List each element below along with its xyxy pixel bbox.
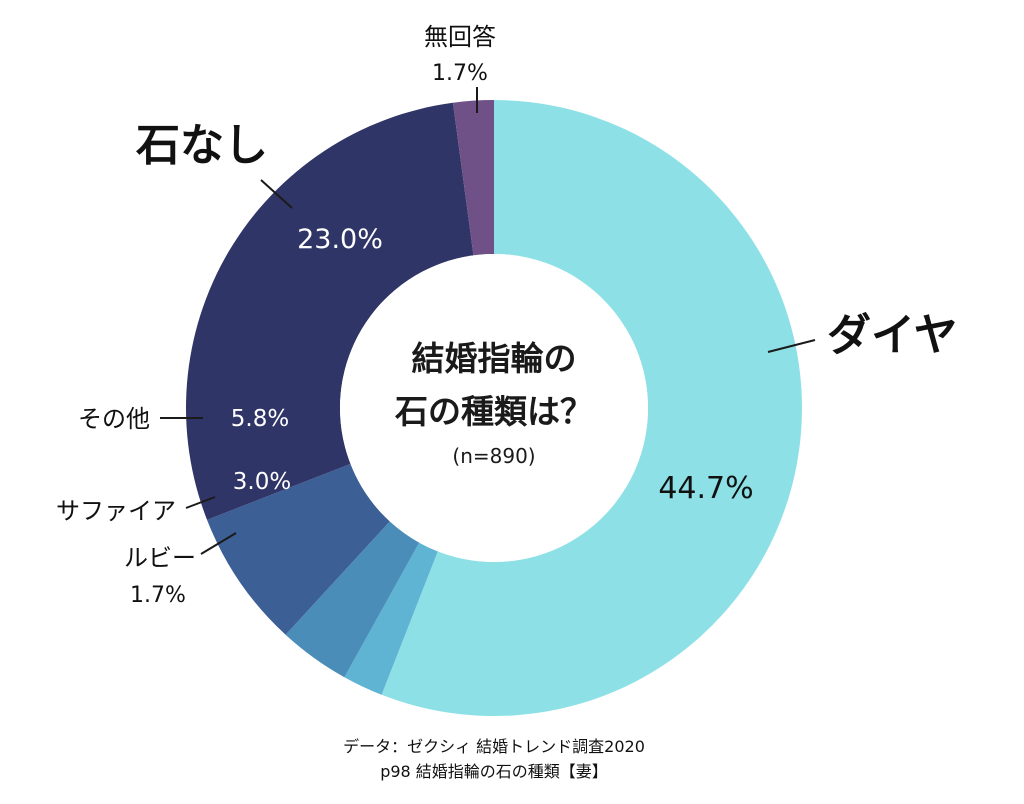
donut-slices [186,100,802,716]
slice-label-no-answer: 無回答 [424,23,496,51]
slice-value-other: 5.8% [231,406,289,432]
source-line-2: p98 結婚指輪の石の種類【妻】 [380,762,608,781]
slice-sapphire [285,521,420,678]
source-line-1: データ：ゼクシィ 結婚トレンド調査2020 [343,737,645,756]
leader-line-ruby [200,532,237,555]
chart-title-line-2: 石の種類は？ [394,392,593,431]
slice-label-no-stone: 石なし [136,120,268,171]
leader-line-diamond [767,339,816,353]
leader-line-no-stone [260,179,293,209]
slice-other [207,463,390,635]
leader-line-sapphire [185,496,216,509]
slice-diamond [381,100,802,716]
slice-value-no-stone: 23.0% [297,224,383,255]
donut-hole [340,254,648,562]
slice-value-ruby: 1.7% [130,583,186,608]
slice-no-answer [452,100,494,256]
slice-value-no-answer: 1.7% [432,61,488,86]
slice-value-diamond: 44.7% [658,471,753,506]
slice-label-diamond: ダイヤ [827,310,958,361]
chart-title-line-1: 結婚指輪の [412,339,577,378]
slice-label-sapphire: サファイア [56,497,176,525]
chart-subtitle: (n=890) [452,444,535,468]
slice-no-stone [186,102,474,520]
slice-value-sapphire: 3.0% [233,469,291,495]
slice-label-ruby: ルビー [124,544,196,572]
slice-label-other: その他 [78,405,150,433]
slice-ruby [344,542,438,695]
